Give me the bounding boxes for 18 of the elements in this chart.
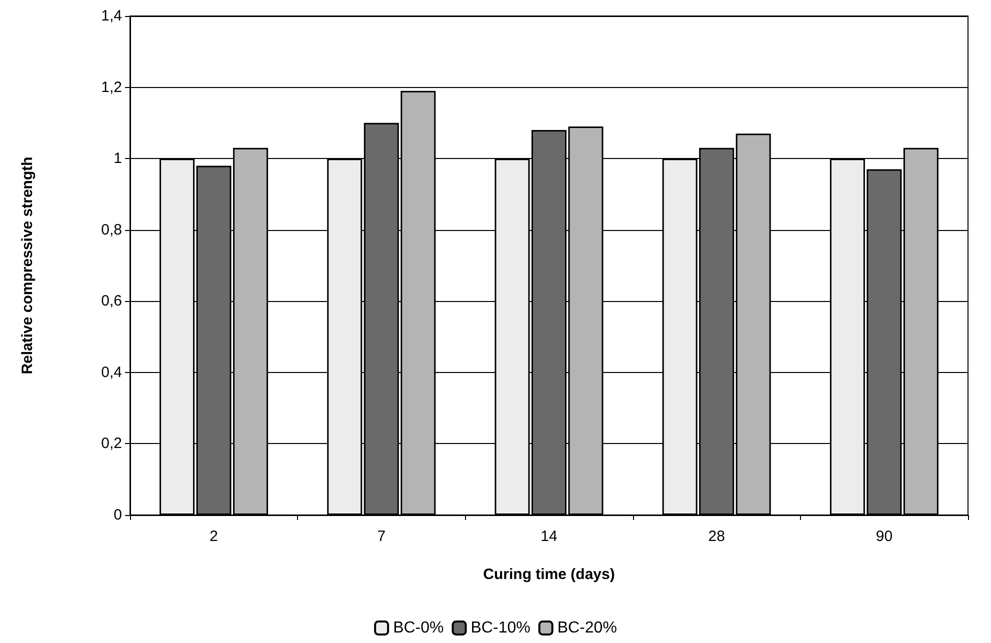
x-tick-label: 28 bbox=[708, 528, 725, 545]
y-tick-label: 1,4 bbox=[101, 8, 122, 24]
legend-label: BC-10% bbox=[470, 620, 530, 636]
x-axis-title: Curing time (days) bbox=[483, 566, 615, 583]
y-tick-label: 1,2 bbox=[101, 78, 122, 96]
y-axis-title: Relative compressive strength bbox=[19, 156, 36, 374]
legend-label: BC-20% bbox=[557, 620, 617, 636]
y-tick-label: 0,4 bbox=[101, 364, 122, 381]
x-tick-label: 14 bbox=[540, 528, 558, 545]
x-tick-label: 2 bbox=[210, 528, 218, 545]
legend-label: BC-0% bbox=[393, 620, 444, 636]
x-tick-label: 90 bbox=[876, 528, 893, 545]
y-tick-label: 0,8 bbox=[101, 221, 122, 238]
y-tick-label: 1 bbox=[114, 150, 122, 168]
y-tick-label: 0,6 bbox=[101, 292, 122, 310]
y-tick-label: 0 bbox=[114, 506, 122, 524]
y-tick-label: 0,2 bbox=[101, 435, 122, 452]
x-tick-label: 7 bbox=[377, 528, 386, 545]
